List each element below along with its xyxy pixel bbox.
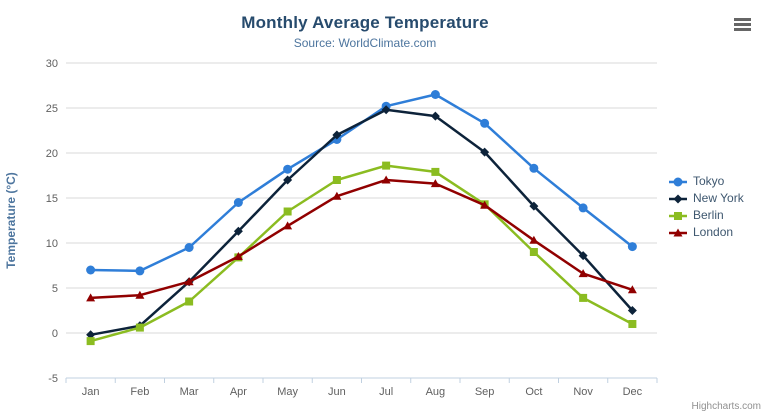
data-point-marker [627, 285, 637, 294]
x-axis-tick-label: Feb [130, 386, 149, 398]
data-point-marker [86, 337, 95, 346]
series-line [89, 108, 634, 337]
y-axis-tick-label: 30 [46, 58, 58, 70]
x-axis-tick-label: Aug [426, 386, 446, 398]
legend-item-tokyo[interactable]: Tokyo [668, 175, 768, 188]
chart-subtitle: Source: WorldClimate.com [293, 36, 437, 50]
data-point-marker [86, 293, 96, 302]
legend-item-label: London [693, 225, 734, 239]
y-axis-tick-label: 15 [46, 193, 58, 205]
data-point-marker [674, 211, 682, 220]
data-point-marker [382, 161, 391, 170]
data-point-marker [86, 265, 96, 275]
triangle-series-marker-icon [669, 228, 687, 236]
data-point-marker [627, 306, 637, 315]
data-point-marker [283, 175, 293, 185]
circle-series-marker-icon [669, 177, 687, 186]
data-point-marker [578, 203, 588, 213]
x-axis-tick-label: Sep [475, 386, 495, 398]
data-point-marker [381, 105, 391, 115]
data-point-marker [578, 269, 588, 278]
data-point-marker [578, 251, 588, 261]
series-line [89, 178, 634, 300]
credits-link[interactable]: Highcharts.com [691, 401, 761, 412]
data-point-marker [673, 228, 683, 236]
data-point-marker [184, 243, 194, 252]
data-point-marker [529, 163, 539, 173]
legend-item-new-york[interactable]: New York [668, 192, 768, 205]
chart-title: Monthly Average Temperature [241, 13, 489, 32]
data-point-marker [673, 194, 683, 203]
y-axis-tick-label: -5 [48, 373, 58, 385]
data-point-marker [185, 297, 194, 306]
series-line [89, 93, 634, 273]
data-point-marker [673, 177, 683, 186]
data-point-marker [579, 293, 588, 302]
y-axis-tick-label: 25 [46, 103, 58, 115]
legend-item-london[interactable]: London [668, 226, 768, 239]
legend-item-label: Tokyo [693, 174, 725, 188]
hamburger-icon [734, 17, 752, 31]
data-point-marker [332, 176, 341, 184]
data-point-marker [480, 147, 490, 157]
series-line [89, 164, 634, 343]
x-axis-tick-label: Nov [573, 386, 593, 398]
data-point-marker [431, 167, 440, 176]
data-point-marker [233, 198, 243, 207]
data-point-marker [283, 207, 292, 216]
legend-item-label: Berlin [693, 208, 724, 222]
y-axis-tick-label: 5 [52, 283, 58, 295]
x-axis-tick-label: Jun [328, 386, 346, 398]
legend-item-label: New York [693, 191, 744, 205]
series-tokyo[interactable] [86, 90, 637, 276]
data-point-marker [135, 266, 145, 276]
y-axis-tick-label: 0 [52, 328, 58, 340]
diamond-series-marker-icon [669, 194, 687, 203]
data-point-marker [480, 118, 490, 128]
x-axis-tick-label: Oct [525, 386, 542, 398]
data-point-marker [283, 221, 293, 230]
data-point-marker [480, 200, 490, 209]
data-point-marker [86, 330, 96, 340]
legend-item-berlin[interactable]: Berlin [668, 209, 768, 222]
x-axis-tick-label: Jan [82, 386, 100, 398]
legend: Tokyo New York Berlin London [668, 175, 768, 239]
data-point-marker [627, 242, 637, 252]
x-axis-tick-label: May [277, 386, 298, 398]
export-menu-button[interactable] [731, 15, 755, 35]
data-point-marker [529, 201, 539, 211]
data-point-marker [381, 175, 391, 184]
x-axis-tick-label: Apr [230, 386, 247, 398]
data-point-marker [430, 111, 440, 121]
data-point-marker [529, 248, 538, 256]
data-point-marker [135, 323, 144, 332]
data-point-marker [283, 164, 293, 174]
x-axis-tick-label: Dec [623, 386, 643, 398]
y-axis-tick-label: 20 [46, 148, 58, 160]
series-london[interactable] [86, 175, 637, 302]
data-point-marker [184, 277, 194, 286]
data-point-marker [430, 179, 440, 188]
x-axis-tick-label: Jul [379, 386, 393, 398]
y-axis-tick-label: 10 [46, 238, 58, 250]
square-series-marker-icon [669, 211, 687, 220]
x-axis-tick-label: Mar [180, 386, 199, 398]
data-point-marker [332, 130, 342, 140]
y-axis-title: Temperature (°C) [4, 172, 18, 269]
data-point-marker [430, 90, 440, 99]
data-point-marker [628, 320, 637, 328]
data-point-marker [332, 191, 342, 200]
data-point-marker [529, 235, 539, 244]
data-point-marker [233, 252, 243, 260]
series-new-york[interactable] [86, 105, 637, 340]
data-point-marker [135, 290, 145, 299]
data-point-marker [233, 226, 243, 236]
